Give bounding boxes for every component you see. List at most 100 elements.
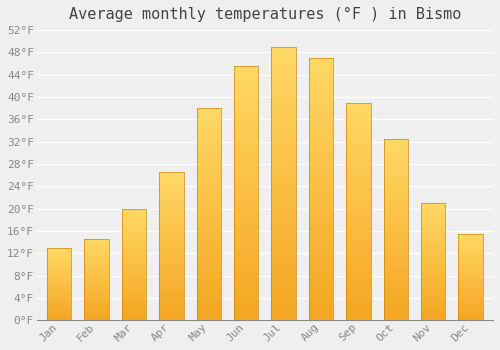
Bar bbox=[309, 314, 333, 320]
Bar bbox=[47, 248, 72, 320]
Bar bbox=[309, 91, 333, 97]
Bar bbox=[458, 240, 483, 243]
Bar bbox=[346, 255, 370, 260]
Bar bbox=[47, 311, 72, 313]
Bar bbox=[458, 271, 483, 273]
Bar bbox=[309, 183, 333, 189]
Bar bbox=[196, 219, 221, 225]
Bar bbox=[122, 265, 146, 267]
Bar bbox=[421, 306, 446, 309]
Bar bbox=[234, 111, 258, 117]
Bar bbox=[84, 250, 108, 252]
Bar bbox=[196, 124, 221, 130]
Bar bbox=[159, 209, 184, 213]
Bar bbox=[309, 71, 333, 78]
Bar bbox=[458, 281, 483, 284]
Bar bbox=[47, 295, 72, 297]
Bar bbox=[458, 305, 483, 307]
Bar bbox=[159, 213, 184, 217]
Bar bbox=[384, 139, 408, 144]
Bar bbox=[346, 201, 370, 206]
Bar bbox=[458, 253, 483, 256]
Bar bbox=[234, 187, 258, 193]
Bar bbox=[384, 148, 408, 153]
Bar bbox=[159, 232, 184, 235]
Bar bbox=[458, 234, 483, 236]
Bar bbox=[47, 257, 72, 259]
Bar bbox=[346, 239, 370, 244]
Bar bbox=[159, 254, 184, 257]
Bar bbox=[346, 266, 370, 271]
Bar bbox=[309, 248, 333, 255]
Bar bbox=[421, 273, 446, 276]
Bar bbox=[47, 259, 72, 260]
Bar bbox=[346, 244, 370, 250]
Bar bbox=[234, 66, 258, 320]
Bar bbox=[309, 169, 333, 176]
Bar bbox=[458, 314, 483, 316]
Bar bbox=[346, 217, 370, 222]
Bar bbox=[234, 181, 258, 187]
Bar bbox=[84, 276, 108, 278]
Bar bbox=[309, 209, 333, 215]
Bar bbox=[458, 243, 483, 245]
Bar bbox=[159, 309, 184, 313]
Bar bbox=[122, 315, 146, 317]
Bar bbox=[84, 304, 108, 306]
Bar bbox=[234, 104, 258, 111]
Bar bbox=[122, 245, 146, 248]
Bar bbox=[272, 197, 295, 204]
Bar bbox=[47, 289, 72, 291]
Bar bbox=[309, 281, 333, 287]
Bar bbox=[234, 263, 258, 270]
Bar bbox=[84, 264, 108, 266]
Bar bbox=[272, 259, 295, 266]
Bar bbox=[234, 295, 258, 301]
Bar bbox=[122, 217, 146, 220]
Bar bbox=[309, 111, 333, 117]
Bar bbox=[384, 171, 408, 175]
Bar bbox=[346, 211, 370, 217]
Bar bbox=[234, 124, 258, 130]
Bar bbox=[47, 306, 72, 308]
Bar bbox=[421, 203, 446, 206]
Bar bbox=[272, 88, 295, 94]
Bar bbox=[196, 113, 221, 119]
Bar bbox=[458, 279, 483, 281]
Bar bbox=[159, 265, 184, 268]
Bar bbox=[84, 253, 108, 256]
Bar bbox=[159, 291, 184, 294]
Bar bbox=[196, 310, 221, 315]
Bar bbox=[47, 270, 72, 271]
Bar bbox=[196, 262, 221, 267]
Bar bbox=[196, 283, 221, 288]
Bar bbox=[272, 149, 295, 156]
Bar bbox=[196, 246, 221, 251]
Bar bbox=[84, 286, 108, 288]
Bar bbox=[346, 141, 370, 146]
Bar bbox=[159, 202, 184, 206]
Bar bbox=[421, 250, 446, 253]
Bar bbox=[458, 256, 483, 258]
Bar bbox=[234, 244, 258, 251]
Bar bbox=[346, 288, 370, 293]
Bar bbox=[458, 258, 483, 260]
Bar bbox=[346, 162, 370, 168]
Bar bbox=[272, 211, 295, 218]
Bar bbox=[346, 113, 370, 119]
Bar bbox=[346, 135, 370, 141]
Bar bbox=[47, 309, 72, 311]
Bar bbox=[84, 239, 108, 241]
Bar bbox=[421, 253, 446, 256]
Bar bbox=[384, 288, 408, 293]
Bar bbox=[272, 81, 295, 88]
Bar bbox=[234, 149, 258, 155]
Bar bbox=[122, 234, 146, 237]
Bar bbox=[346, 195, 370, 201]
Bar bbox=[234, 117, 258, 124]
Bar bbox=[159, 317, 184, 320]
Bar bbox=[159, 306, 184, 309]
Bar bbox=[84, 239, 108, 320]
Bar bbox=[272, 245, 295, 252]
Bar bbox=[458, 296, 483, 299]
